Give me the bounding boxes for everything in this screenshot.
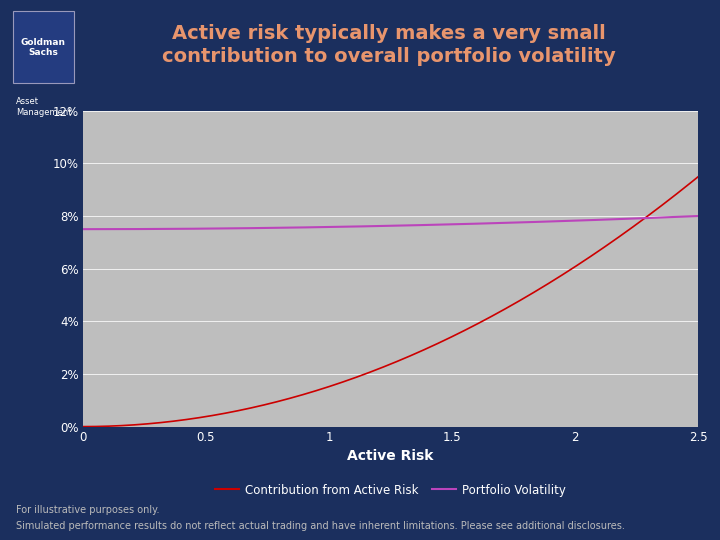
- Text: For illustrative purposes only.: For illustrative purposes only.: [16, 505, 159, 515]
- Legend: Contribution from Active Risk, Portfolio Volatility: Contribution from Active Risk, Portfolio…: [210, 479, 571, 501]
- Text: Active risk typically makes a very small
contribution to overall portfolio volat: Active risk typically makes a very small…: [162, 24, 616, 66]
- Text: Goldman
Sachs: Goldman Sachs: [21, 38, 66, 57]
- X-axis label: Active Risk: Active Risk: [348, 449, 433, 463]
- Text: Asset
Management: Asset Management: [16, 97, 71, 117]
- Text: Simulated performance results do not reflect actual trading and have inherent li: Simulated performance results do not ref…: [16, 521, 625, 531]
- FancyBboxPatch shape: [13, 11, 74, 83]
